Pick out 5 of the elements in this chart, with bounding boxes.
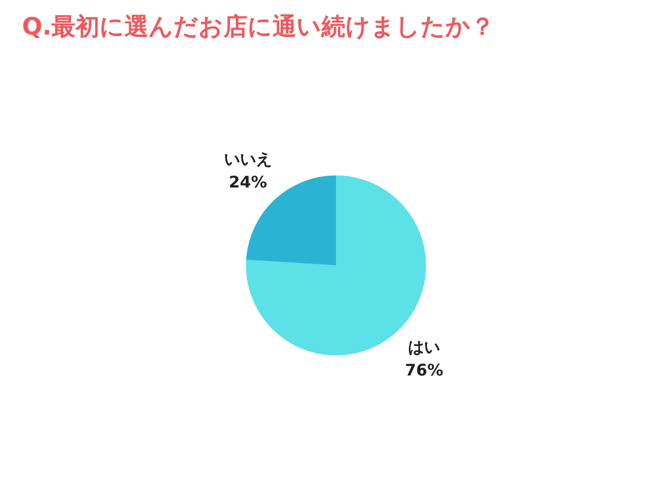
data-label: 76% (404, 360, 444, 380)
chart-title: Q.最初に選んだお店に通い続けましたか？ (22, 12, 495, 41)
slice-label: はい (408, 337, 440, 356)
data-label: 24% (228, 172, 268, 192)
slice-label: いいえ (224, 150, 272, 169)
